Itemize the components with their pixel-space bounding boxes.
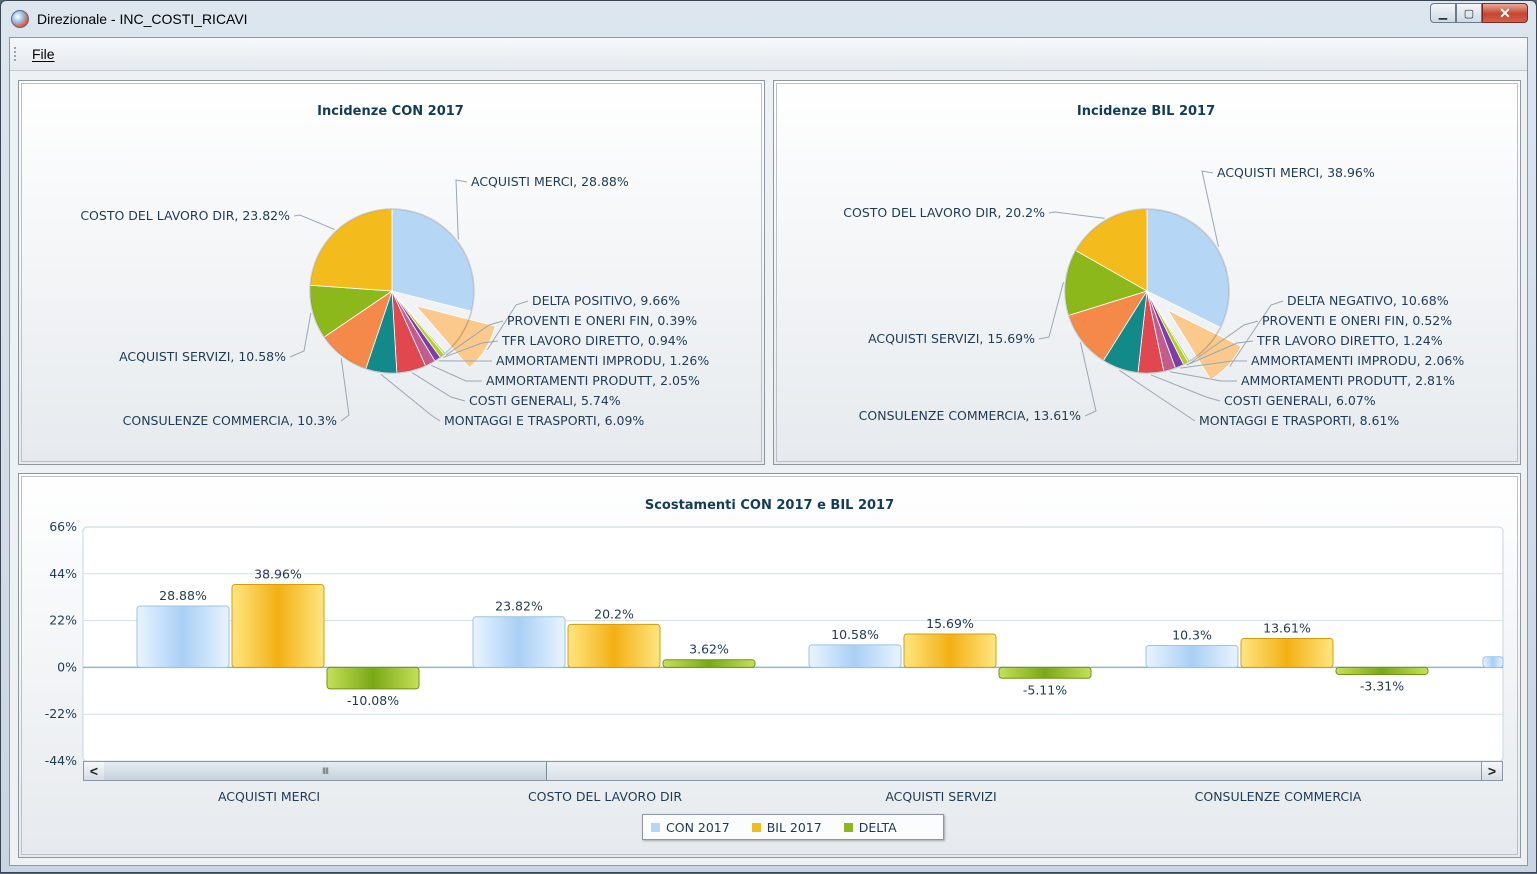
scroll-left-button[interactable]: < (84, 762, 105, 780)
chevron-left-icon: < (90, 763, 98, 779)
bar[interactable] (137, 606, 229, 667)
bar-value-label: 10.3% (1172, 627, 1212, 642)
chart-horizontal-scrollbar[interactable]: < IIII > (83, 761, 1503, 781)
y-tick-label: 22% (49, 613, 77, 628)
bar-value-label: 38.96% (254, 567, 302, 582)
y-tick-label: -22% (45, 706, 77, 721)
y-tick-label: 66% (49, 519, 77, 534)
bar[interactable] (1146, 645, 1238, 667)
x-category-label: ACQUISTI SERVIZI (885, 789, 996, 804)
scroll-thumb[interactable]: IIII (104, 762, 547, 780)
chart-legend: CON 2017 BIL 2017 DELTA (642, 814, 944, 840)
grip-icon: IIII (322, 766, 328, 776)
bar-value-label: 15.69% (926, 616, 974, 631)
bar-value-label: 3.62% (689, 642, 729, 657)
y-tick-label: 44% (49, 566, 77, 581)
x-category-label: ACQUISTI MERCI (218, 789, 320, 804)
y-tick-label: 0% (57, 659, 77, 674)
legend-label-bil: BIL 2017 (767, 820, 822, 835)
x-category-label: CONSULENZE COMMERCIA (1195, 789, 1362, 804)
legend-label-con: CON 2017 (666, 820, 730, 835)
bar-value-label: -5.11% (1023, 682, 1067, 697)
bar[interactable] (904, 634, 996, 667)
bar[interactable] (473, 617, 565, 668)
bar[interactable] (1336, 667, 1428, 674)
legend-label-delta: DELTA (859, 820, 897, 835)
legend-swatch-con (651, 823, 660, 832)
legend-item-delta[interactable]: DELTA (844, 820, 897, 835)
bar-value-label: 10.58% (831, 627, 879, 642)
bar-value-label: 13.61% (1263, 620, 1311, 635)
x-category-label: COSTO DEL LAVORO DIR (528, 789, 682, 804)
bar-value-label: 23.82% (495, 599, 543, 614)
y-tick-label: -44% (45, 753, 77, 768)
bar-clipped (1483, 657, 1503, 668)
bar[interactable] (809, 645, 901, 668)
legend-item-con[interactable]: CON 2017 (651, 820, 730, 835)
bar[interactable] (999, 667, 1091, 678)
bar-value-label: -3.31% (1360, 678, 1404, 693)
bar[interactable] (663, 660, 755, 668)
bar-value-label: -10.08% (347, 693, 399, 708)
bar[interactable] (568, 624, 660, 667)
bar-value-label: 20.2% (594, 606, 634, 621)
scroll-right-button[interactable]: > (1481, 762, 1502, 780)
bar-value-label: 28.88% (159, 588, 207, 603)
chevron-right-icon: > (1488, 763, 1496, 779)
bar[interactable] (232, 585, 324, 668)
bar[interactable] (1241, 638, 1333, 667)
legend-item-bil[interactable]: BIL 2017 (752, 820, 822, 835)
bar[interactable] (327, 667, 419, 688)
legend-swatch-bil (752, 823, 761, 832)
legend-swatch-delta (844, 823, 853, 832)
